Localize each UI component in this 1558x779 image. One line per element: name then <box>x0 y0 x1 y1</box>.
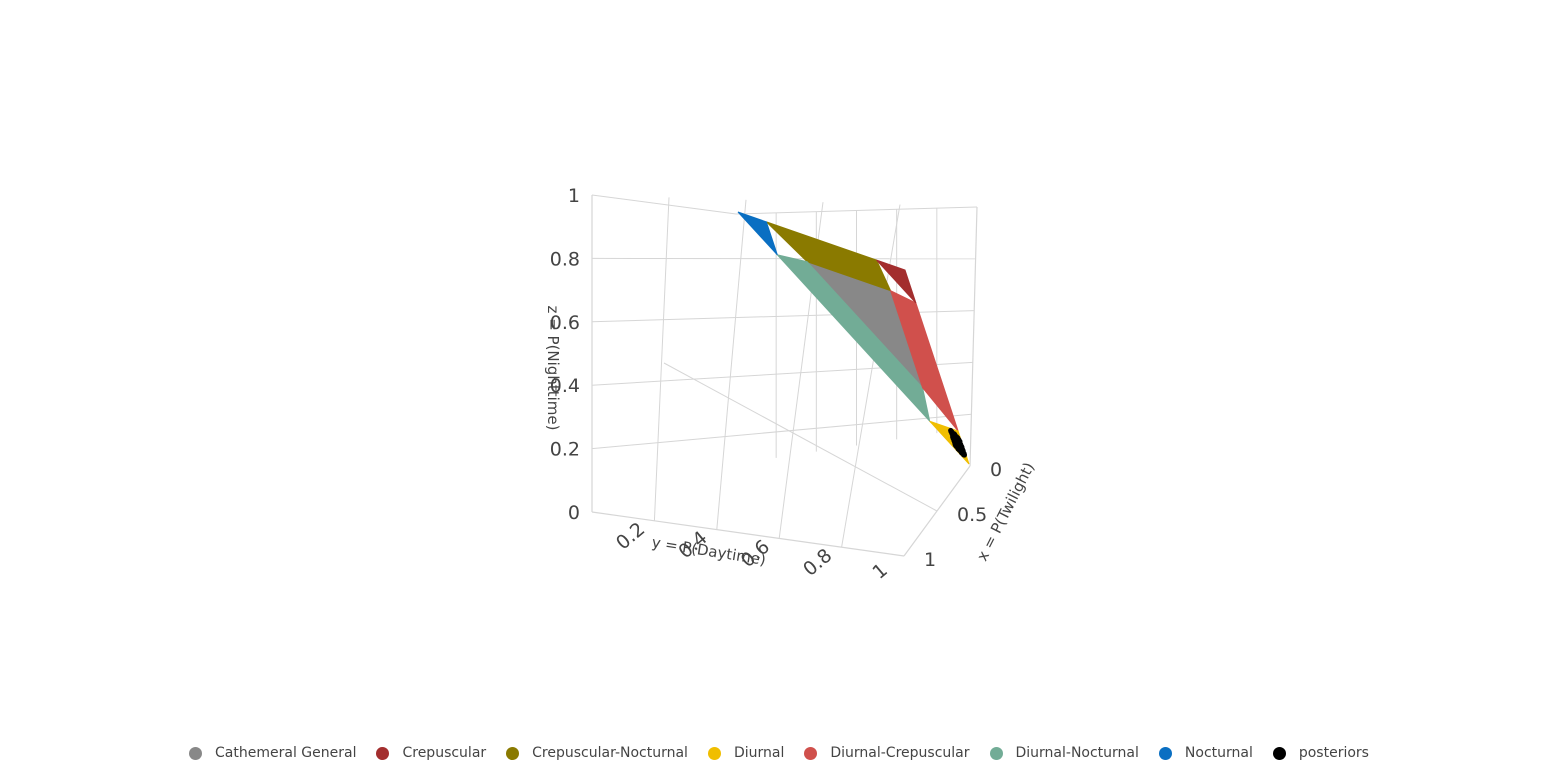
legend-item-crepuscular[interactable]: Crepuscular <box>376 745 486 761</box>
x-tick-label: 0.5 <box>957 504 987 526</box>
region-crepuscular <box>876 259 917 304</box>
legend-label: Cathemeral General <box>215 745 357 761</box>
legend-item-crepuscular-nocturnal[interactable]: Crepuscular-Nocturnal <box>506 745 688 761</box>
y-axis-title: y = P(Daytime) <box>650 533 767 569</box>
legend-item-diurnal[interactable]: Diurnal <box>707 745 785 761</box>
z-tick-label: 0 <box>568 502 580 524</box>
y-gridline-floor <box>841 204 901 548</box>
legend-label: Crepuscular-Nocturnal <box>532 745 688 761</box>
legend-label: posteriors <box>1298 745 1369 761</box>
legend-label: Diurnal <box>733 745 785 761</box>
z-gridline <box>591 413 972 450</box>
legend: Cathemeral General Crepuscular Crepuscular… <box>0 742 1558 764</box>
back-right-edge <box>969 206 978 467</box>
x-gridline <box>663 362 938 512</box>
legend-swatch-icon <box>189 746 203 760</box>
legend-swatch-icon <box>376 746 390 760</box>
legend-item-posteriors[interactable]: posteriors <box>1272 745 1369 761</box>
legend-label: Diurnal-Crepuscular <box>830 745 970 761</box>
legend-label: Crepuscular <box>402 745 487 761</box>
legend-item-cathemeral-general[interactable]: Cathemeral General <box>189 745 356 761</box>
back-top-edge-left <box>591 194 737 215</box>
region-diurnal <box>929 420 970 465</box>
legend-item-diurnal-nocturnal[interactable]: Diurnal-Nocturnal <box>989 745 1139 761</box>
behavior-regions <box>737 211 970 465</box>
legend-label: Nocturnal <box>1184 745 1253 761</box>
region-diurnal-crepuscular <box>889 289 959 432</box>
z-tick-label: 0.2 <box>550 439 580 461</box>
region-nocturnal <box>737 211 778 256</box>
legend-item-nocturnal[interactable]: Nocturnal <box>1158 745 1253 761</box>
legend-swatch-icon <box>1272 746 1286 760</box>
y-tick-label: 1 <box>868 559 891 584</box>
y-tick-label: 0.2 <box>612 518 649 554</box>
x-tick-label: 1 <box>924 549 936 571</box>
y-gridline-floor <box>716 199 747 530</box>
posterior-point <box>957 441 963 448</box>
x-tick-label: 0 <box>990 459 1002 481</box>
z-axis-title: z = P(Nighttime) <box>544 306 562 431</box>
legend-swatch-icon <box>804 746 818 760</box>
z-tick-label: 0.4 <box>550 375 580 397</box>
legend-label: Diurnal-Nocturnal <box>1015 745 1139 761</box>
posterior-point <box>952 433 958 439</box>
posterior-point <box>958 449 965 455</box>
y-axis-line <box>591 511 905 557</box>
posterior-point <box>951 438 957 444</box>
legend-swatch-icon <box>707 746 721 760</box>
legend-swatch-icon <box>506 746 520 760</box>
z-tick-label: 0.8 <box>550 248 580 270</box>
region-diurnal-nocturnal <box>775 253 931 423</box>
y-tick-label: 0.8 <box>799 544 836 580</box>
z-tick-label: 0.6 <box>550 312 580 334</box>
z-tick-label: 1 <box>568 185 580 207</box>
legend-swatch-icon <box>1158 746 1172 760</box>
y-gridline-floor <box>653 197 670 521</box>
posterior-points <box>948 427 968 458</box>
legend-swatch-icon <box>989 746 1003 760</box>
ternary-3d-plot[interactable]: 00.20.40.60.810.2 0.4 0.6 0.8 100.51 z = P(N… <box>0 0 1558 730</box>
legend-item-diurnal-crepuscular[interactable]: Diurnal-Crepuscular <box>804 745 970 761</box>
